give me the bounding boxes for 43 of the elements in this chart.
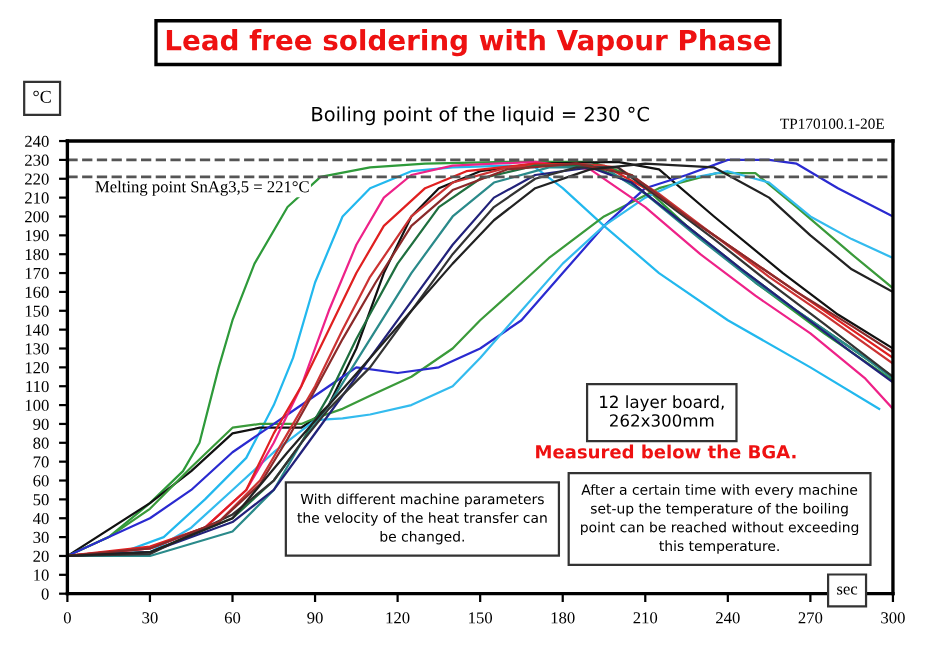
y-tick-label: 210 bbox=[25, 192, 49, 204]
x-tick-label: 270 bbox=[798, 612, 823, 624]
y-tick-label: 70 bbox=[33, 456, 49, 468]
y-tick-label: 80 bbox=[33, 437, 49, 449]
x-tick-label: 180 bbox=[551, 612, 575, 624]
y-tick-label: 60 bbox=[33, 475, 49, 487]
x-tick-label: 90 bbox=[307, 612, 323, 624]
y-tick-label: 200 bbox=[25, 211, 49, 223]
ref-line-label: Melting point SnAg3,5 = 221°C bbox=[95, 180, 309, 196]
y-tick-label: 220 bbox=[25, 173, 49, 185]
ref-line-label: Boiling point of the liquid = 230 °C bbox=[312, 106, 649, 126]
chart-title: Lead free soldering with Vapour Phase bbox=[166, 29, 771, 57]
y-tick-label: 230 bbox=[25, 154, 49, 166]
y-tick-label: 160 bbox=[25, 286, 49, 298]
x-tick-label: 120 bbox=[386, 612, 410, 624]
x-tick-label: 210 bbox=[633, 612, 658, 624]
y-tick-label: 240 bbox=[25, 135, 49, 147]
annotation: 12 layer board, 262x300mm bbox=[600, 395, 724, 427]
y-tick-label: 100 bbox=[25, 399, 49, 412]
y-tick-label: 190 bbox=[25, 230, 49, 242]
y-tick-label: 170 bbox=[25, 267, 49, 280]
y-tick-label: 20 bbox=[33, 550, 49, 562]
y-tick-label: 110 bbox=[26, 380, 49, 393]
x-tick-label: 0 bbox=[63, 612, 71, 624]
y-tick-label: 90 bbox=[33, 418, 49, 430]
x-tick-label: 150 bbox=[469, 612, 493, 624]
y-tick-label: 180 bbox=[25, 248, 49, 261]
y-axis-title: °C bbox=[33, 90, 51, 103]
x-tick-label: 300 bbox=[881, 612, 905, 624]
y-tick-label: 50 bbox=[33, 494, 49, 506]
y-tick-label: 0 bbox=[41, 588, 49, 600]
x-tick-label: 30 bbox=[142, 612, 158, 624]
annotation: Measured below the BGA. bbox=[536, 444, 796, 459]
y-tick-label: 30 bbox=[33, 531, 49, 544]
y-tick-label: 130 bbox=[25, 343, 49, 355]
x-tick-label: 240 bbox=[716, 612, 740, 624]
y-tick-label: 10 bbox=[34, 569, 49, 581]
y-tick-label: 150 bbox=[25, 305, 49, 317]
y-tick-label: 40 bbox=[33, 512, 49, 525]
x-tick-label: 60 bbox=[224, 612, 241, 624]
x-axis-title: sec bbox=[837, 586, 858, 595]
y-tick-label: 140 bbox=[25, 324, 49, 336]
y-tick-label: 120 bbox=[25, 362, 49, 374]
